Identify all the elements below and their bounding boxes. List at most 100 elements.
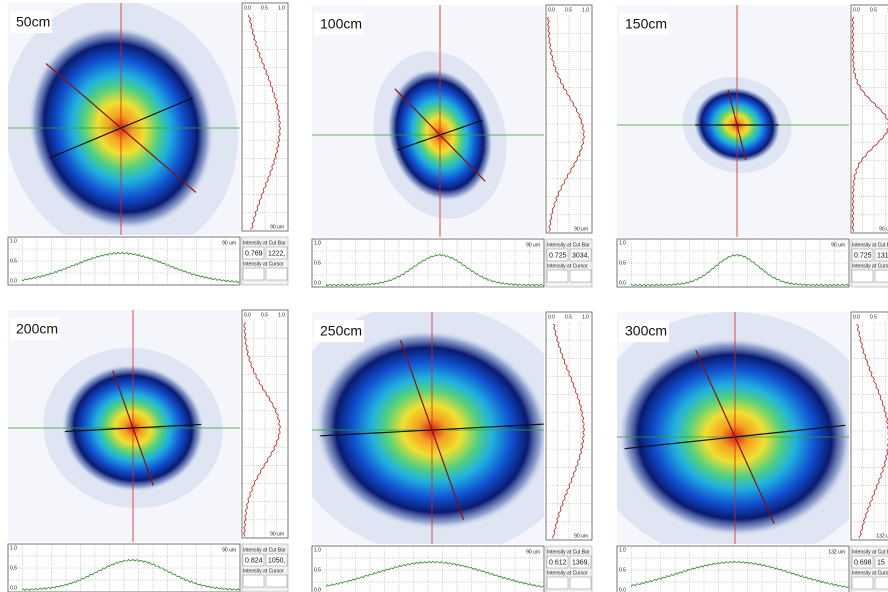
tick-label: 0.5	[10, 565, 17, 571]
page: {"axis_labels": {"zero": "0.0", "half": …	[0, 0, 888, 592]
info-title: Intensity at Cut Bar	[547, 549, 590, 555]
info-title: Intensity at Cut Bar	[852, 549, 888, 555]
tick-label: 0.0	[619, 280, 626, 286]
intensity-value: 0.725	[549, 252, 567, 259]
tick-label: 0.0	[853, 7, 860, 13]
count-value: 1222,	[268, 250, 286, 257]
beam-image	[617, 5, 849, 237]
scale-label: 90 um	[222, 240, 236, 246]
count-value: 1369,	[572, 559, 590, 566]
tick-label: 1.0	[10, 238, 17, 244]
beam-panel: 50cm 0.0 0.5 1.0 90 um 1.0 0.5 0.0 90 um Intensit…	[0, 0, 288, 289]
info-title: Intensity at Cursor	[852, 263, 888, 269]
scale-label: 90 um	[526, 549, 540, 555]
tick-label: 1.0	[582, 7, 589, 13]
value-box	[547, 577, 568, 589]
tick-label: 0.0	[244, 5, 251, 11]
tick-label: 0.5	[314, 260, 321, 266]
tick-label: 1.0	[10, 545, 17, 551]
tick-label: 0.5	[870, 7, 877, 13]
value-box	[875, 577, 888, 589]
tick-label: 0.0	[10, 278, 17, 284]
tick-label: 0.5	[261, 312, 268, 318]
tick-label: 0.5	[619, 567, 626, 573]
scale-label: 90 um	[222, 547, 236, 553]
tick-label: 0.0	[314, 587, 321, 592]
beam-image	[312, 5, 544, 237]
beam-panel: 300cm 0.0 0.5 1.0 132 um 1.0 0.5 0.0 132 um Inten…	[577, 300, 888, 592]
tick-label: 1.0	[278, 5, 285, 11]
beam-panel: 200cm 0.0 0.5 1.0 90 um 1.0 0.5 0.0 90 um Intensi…	[8, 310, 288, 592]
scale-label: 90 um	[831, 242, 845, 248]
scale-label: 90 um	[526, 242, 540, 248]
scale-label: 132 um	[876, 533, 888, 539]
intensity-value: 0.612	[549, 559, 567, 566]
tick-label: 0.0	[244, 312, 251, 318]
value-box	[266, 268, 287, 280]
info-title: Intensity at Cut Bar	[243, 240, 286, 246]
distance-label: 250cm	[320, 323, 362, 339]
info-title: Intensity at Cursor	[547, 570, 588, 576]
tick-label: 0.0	[10, 585, 17, 591]
right-profile	[851, 5, 888, 233]
tick-label: 0.0	[619, 587, 626, 592]
tick-label: 0.5	[314, 567, 321, 573]
tick-label: 0.5	[10, 258, 17, 264]
value-box	[547, 270, 568, 282]
intensity-value: 0.725	[854, 252, 872, 259]
count-value: 131	[877, 252, 888, 259]
info-title: Intensity at Cut Bar	[852, 242, 888, 248]
intensity-value: 0.769	[245, 250, 263, 257]
distance-label: 300cm	[625, 323, 667, 339]
distance-label: 100cm	[320, 16, 362, 32]
tick-label: 0.0	[548, 7, 555, 13]
scale-label: 132 um	[828, 549, 845, 555]
tick-label: 0.0	[853, 314, 860, 320]
tick-label: 0.5	[870, 314, 877, 320]
distance-label: 50cm	[16, 14, 50, 30]
count-value: 3034,	[572, 252, 590, 259]
tick-label: 1.0	[619, 547, 626, 553]
info-title: Intensity at Cut Bar	[243, 547, 286, 553]
intensity-value: 0.824	[245, 557, 263, 564]
info-title: Intensity at Cursor	[243, 568, 284, 574]
count-value: 15	[877, 559, 885, 566]
info-title: Intensity at Cursor	[852, 570, 888, 576]
screenshot-grid: 50cm 0.0 0.5 1.0 90 um 1.0 0.5 0.0 90 um Intensit…	[0, 0, 888, 592]
count-value: 1050,	[268, 557, 286, 564]
tick-label: 0.5	[619, 260, 626, 266]
tick-label: 0.5	[565, 314, 572, 320]
tick-label: 0.0	[548, 314, 555, 320]
beam-panel: 100cm 0.0 0.5 1.0 90 um 1.0 0.5 0.0 90 um Intensi…	[312, 5, 592, 287]
tick-label: 1.0	[314, 240, 321, 246]
tick-label: 0.5	[565, 7, 572, 13]
info-title: Intensity at Cursor	[243, 261, 284, 267]
value-box	[852, 577, 873, 589]
tick-label: 0.5	[261, 5, 268, 11]
value-box	[243, 268, 264, 280]
value-box	[570, 270, 591, 282]
tick-label: 0.0	[314, 280, 321, 286]
scale-label: 90 um	[270, 224, 284, 230]
beam-image	[8, 310, 240, 542]
scale-label: 90 um	[574, 533, 588, 539]
info-title: Intensity at Cursor	[547, 263, 588, 269]
tick-label: 1.0	[314, 547, 321, 553]
tick-label: 1.0	[278, 312, 285, 318]
scale-label: 90 um	[574, 226, 588, 232]
beam-panel: 250cm 0.0 0.5 1.0 90 um 1.0 0.5 0.0 90 um Intensi…	[265, 281, 599, 592]
distance-label: 200cm	[16, 321, 58, 337]
value-box	[243, 575, 264, 587]
tick-label: 1.0	[582, 314, 589, 320]
info-title: Intensity at Cut Bar	[547, 242, 590, 248]
value-box	[852, 270, 873, 282]
tick-label: 1.0	[619, 240, 626, 246]
value-box	[266, 575, 287, 587]
value-box	[875, 270, 888, 282]
distance-label: 150cm	[625, 16, 667, 32]
value-box	[570, 577, 591, 589]
scale-label: 90 um	[270, 531, 284, 537]
scale-label: 90 um	[879, 226, 888, 232]
intensity-value: 0.698	[854, 559, 872, 566]
